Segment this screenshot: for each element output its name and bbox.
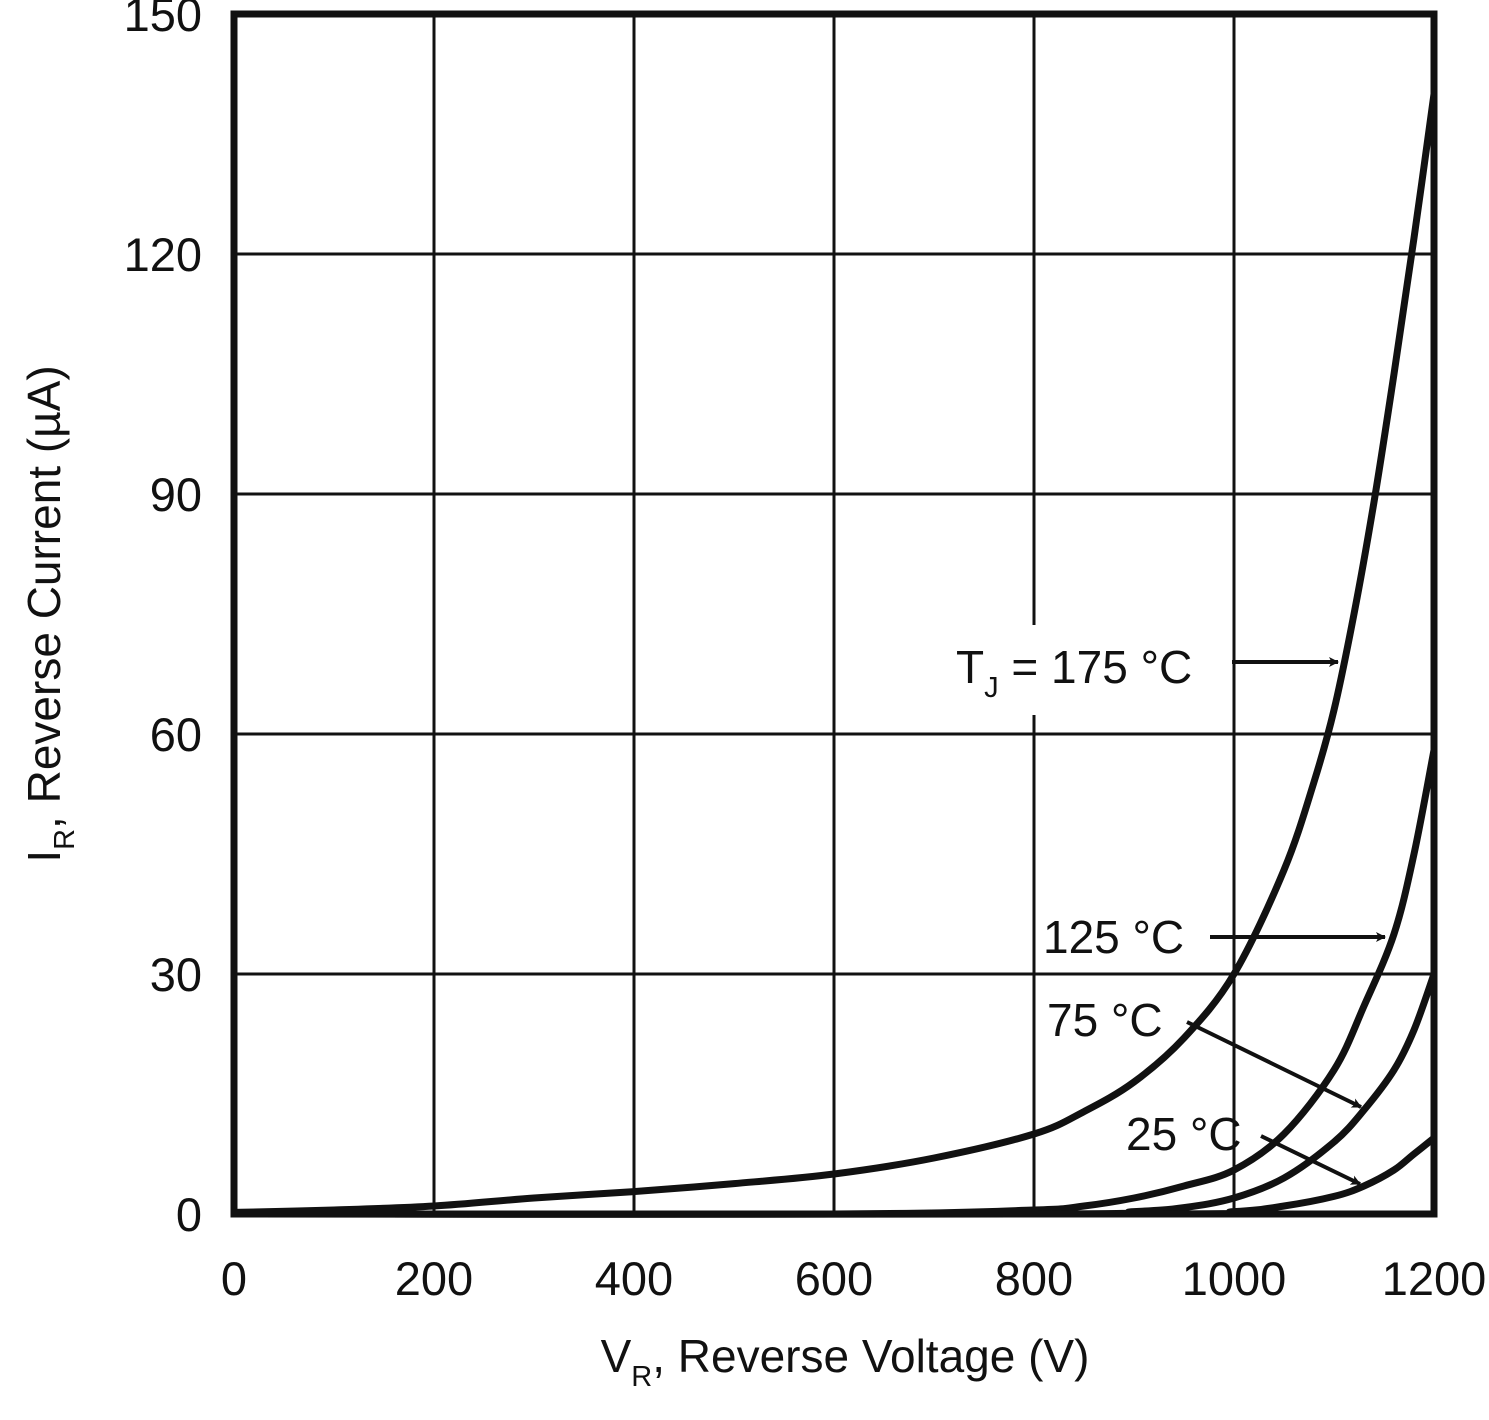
y-tick-label: 120 (124, 228, 202, 281)
x-tick-labels: 0 200 400 600 800 1000 1200 (221, 1252, 1486, 1305)
curve-175c (230, 90, 1438, 1216)
y-tick-labels: 0 30 60 90 120 150 (124, 0, 202, 1241)
label-125: 125 °C (1043, 911, 1184, 963)
y-tick-label: 0 (176, 1188, 202, 1241)
y-tick-label: 150 (124, 0, 202, 41)
label-25: 25 °C (1126, 1108, 1242, 1160)
x-axis-title: VR, Reverse Voltage (V) (601, 1330, 1090, 1393)
x-tick-label: 600 (795, 1252, 873, 1305)
x-tick-label: 800 (995, 1252, 1073, 1305)
x-tick-label: 1200 (1382, 1252, 1487, 1305)
label-tj-175: TJ = 175 °C (956, 641, 1192, 704)
label-bg-175 (946, 625, 1226, 715)
arrow-75 (1186, 1020, 1362, 1109)
label-bg-125 (1036, 900, 1206, 960)
x-tick-label: 200 (395, 1252, 473, 1305)
x-tick-label: 1000 (1182, 1252, 1287, 1305)
plot-frame (230, 10, 1438, 1218)
arrow-25 (1260, 1134, 1361, 1186)
label-75: 75 °C (1047, 994, 1163, 1046)
grid-lines (234, 14, 1434, 1214)
y-tick-label: 30 (150, 948, 202, 1001)
y-tick-label: 90 (150, 468, 202, 521)
y-axis-title: IR, Reverse Current (µA) (18, 365, 81, 862)
x-tick-label: 0 (221, 1252, 247, 1305)
x-tick-label: 400 (595, 1252, 673, 1305)
y-tick-label: 60 (150, 708, 202, 761)
